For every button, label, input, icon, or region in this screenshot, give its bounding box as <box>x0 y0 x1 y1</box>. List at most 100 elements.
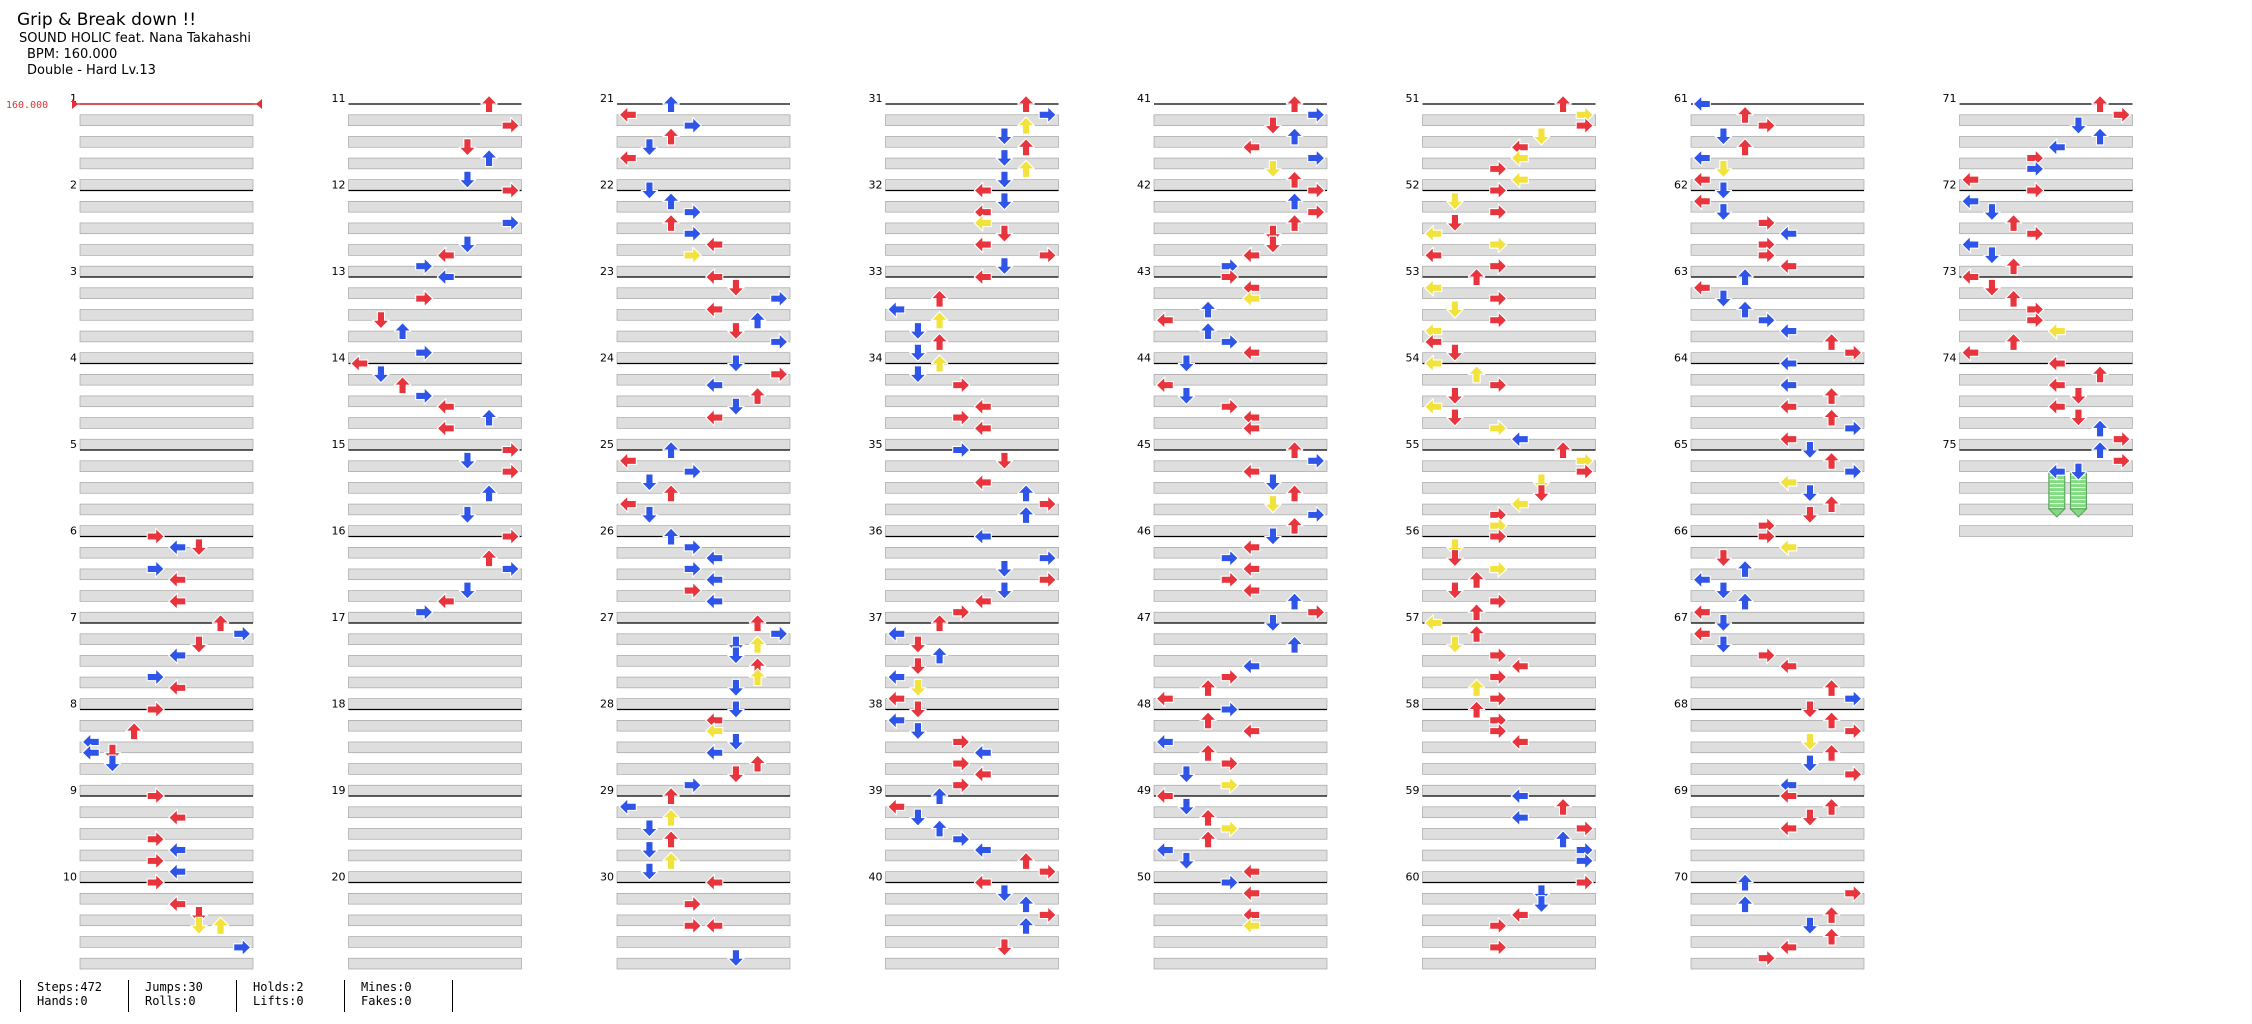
beat-band <box>1690 828 1865 840</box>
beat-band <box>885 611 1059 624</box>
beat-band <box>348 287 522 299</box>
beat-band <box>1690 374 1865 386</box>
measure-number: 74 <box>1943 352 1957 365</box>
measure-number: 26 <box>600 525 614 538</box>
stat-steps: Steps:472 <box>37 980 103 994</box>
measure-number: 39 <box>869 784 883 797</box>
beat-band <box>616 287 791 299</box>
beat-band <box>1422 309 1596 321</box>
measure-47: 47 <box>1137 611 1328 710</box>
beat-band <box>1422 547 1596 559</box>
beat-band <box>1690 871 1865 883</box>
beat-band <box>616 914 791 927</box>
beat-band <box>1153 633 1328 645</box>
beat-band <box>1690 309 1865 321</box>
beat-band <box>616 352 791 364</box>
beat-band <box>1153 179 1328 191</box>
beat-band <box>1422 957 1596 970</box>
bpm-marker-label: 160.000 <box>6 100 48 111</box>
beat-band <box>885 893 1059 905</box>
beat-band <box>885 503 1059 516</box>
beat-band <box>1422 784 1596 797</box>
beat-band <box>1959 330 2133 343</box>
arrow-up-icon <box>480 94 498 114</box>
step-chart: 1234567891011121314151617181920212223242… <box>6 92 2133 970</box>
beat-band <box>1153 287 1328 299</box>
stat-jumps: Jumps:30 <box>145 980 203 994</box>
beat-band <box>885 806 1059 818</box>
beat-band <box>885 460 1059 472</box>
measure-number: 62 <box>1674 179 1688 192</box>
beat-band <box>616 763 791 775</box>
measure-number: 23 <box>600 265 614 278</box>
beat-band <box>1153 417 1328 429</box>
measure-32: 32 <box>869 179 1059 278</box>
beat-band <box>1959 265 2133 278</box>
beat-band <box>1422 114 1596 126</box>
measure-number: 37 <box>869 611 883 624</box>
beat-band <box>885 871 1059 883</box>
measure-35: 35 <box>869 438 1059 537</box>
beat-band <box>1690 676 1865 689</box>
beat-band <box>348 633 522 645</box>
measure-number: 72 <box>1943 179 1957 192</box>
beat-band <box>616 309 791 321</box>
beat-band <box>1690 222 1865 235</box>
beat-band <box>348 568 522 581</box>
measure-number: 29 <box>600 784 614 797</box>
measure-49: 49 <box>1137 784 1328 883</box>
beat-band <box>1422 179 1596 191</box>
beat-band <box>1422 201 1596 213</box>
beat-band <box>348 157 522 170</box>
measure-40: 40 <box>869 871 1059 970</box>
stats-end-divider <box>452 980 453 1012</box>
measure-number: 60 <box>1406 871 1420 884</box>
beat-band <box>1690 936 1865 948</box>
beat-band <box>1422 590 1596 602</box>
beat-band <box>1153 547 1328 559</box>
measure-number: 50 <box>1137 871 1151 884</box>
beat-band <box>79 547 254 559</box>
measure-number: 57 <box>1406 611 1420 624</box>
beat-band <box>1690 114 1865 126</box>
beat-band <box>885 482 1059 494</box>
beat-band <box>79 828 254 840</box>
beat-band <box>1959 352 2133 364</box>
beat-band <box>1153 352 1328 364</box>
measure-number: 54 <box>1406 352 1420 365</box>
measure-1: 1 <box>70 92 254 191</box>
beat-band <box>79 136 254 148</box>
measure-34: 34 <box>869 352 1059 451</box>
measure-number: 21 <box>600 92 614 105</box>
measure-56: 56 <box>1406 525 1596 624</box>
beat-band <box>885 136 1059 148</box>
measure-44: 44 <box>1137 352 1328 451</box>
beat-band <box>348 849 522 862</box>
beat-band <box>1153 849 1328 862</box>
measure-69: 69 <box>1674 784 1865 883</box>
beat-band <box>885 784 1059 797</box>
beat-band <box>1690 287 1865 299</box>
beat-band <box>79 763 254 775</box>
measure-number: 20 <box>332 871 346 884</box>
beat-band <box>616 157 791 170</box>
beat-band <box>1153 871 1328 883</box>
measure-27: 27 <box>600 611 791 710</box>
measure-number: 13 <box>332 265 346 278</box>
measure-63: 63 <box>1674 265 1865 364</box>
stats-holds-lifts: Holds:2 Lifts:0 <box>236 980 304 1012</box>
beat-band <box>1690 547 1865 559</box>
beat-band <box>885 157 1059 170</box>
beat-band <box>348 201 522 213</box>
beat-band <box>616 936 791 948</box>
beat-band <box>1422 136 1596 148</box>
beat-band <box>348 525 522 537</box>
beat-band <box>1690 914 1865 927</box>
beat-band <box>885 763 1059 775</box>
beat-band <box>885 179 1059 191</box>
arrow-up-icon <box>662 94 680 114</box>
measures-layer: 1234567891011121314151617181920212223242… <box>63 92 2133 970</box>
measure-38: 38 <box>869 698 1059 797</box>
beat-band <box>616 828 791 840</box>
beat-band <box>1422 482 1596 494</box>
